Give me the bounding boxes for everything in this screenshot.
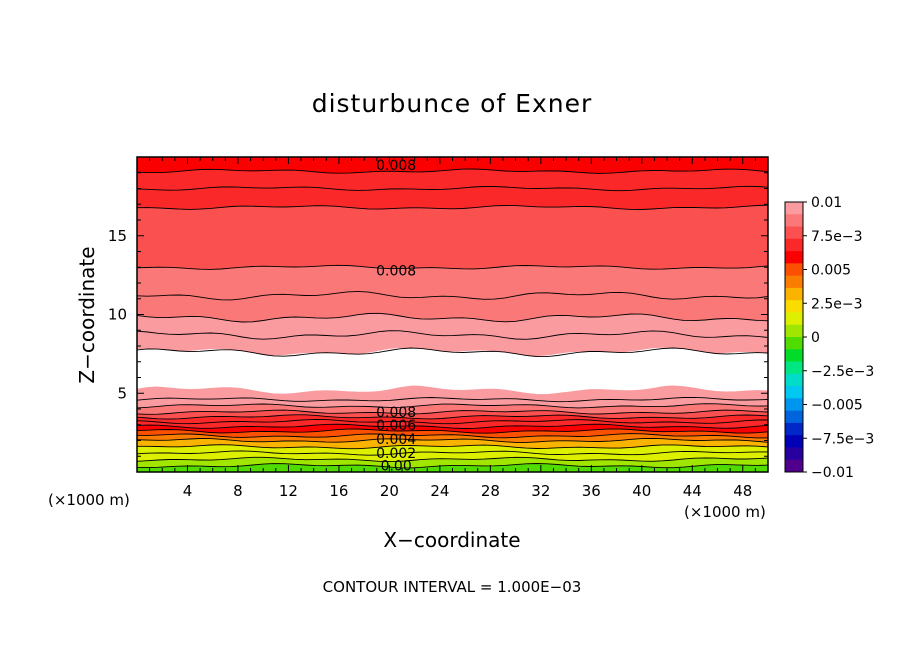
x-axis-label: X−coordinate	[383, 528, 520, 552]
colorbar-swatch	[785, 361, 803, 375]
colorbar-swatch	[785, 251, 803, 264]
contour-band	[137, 204, 768, 270]
contour-band	[137, 264, 768, 301]
contour-fill	[137, 157, 768, 472]
contour-interval-note: CONTOUR INTERVAL = 1.000E−03	[323, 578, 582, 596]
colorbar-swatch	[785, 447, 803, 461]
colorbar-swatch	[785, 226, 803, 240]
contour-line	[137, 409, 768, 415]
y-axis-label: Z−coordinate	[75, 246, 99, 383]
y-tick-label: 10	[108, 306, 127, 324]
contour-line	[137, 456, 768, 463]
colorbar-label: 2.5e−3	[811, 296, 863, 312]
contour-label: 0.002	[376, 446, 416, 462]
contour-label: 0.006	[376, 418, 416, 434]
contour-line	[137, 204, 768, 210]
y-tick-label: 15	[108, 227, 127, 245]
contour-line	[137, 347, 768, 358]
x-tick-label: 24	[430, 482, 449, 500]
colorbar-swatch	[785, 422, 803, 436]
contour-line	[137, 450, 768, 456]
contour-label: 0.008	[376, 405, 416, 421]
colorbar-swatch	[785, 410, 803, 424]
x-tick-label: 20	[380, 482, 399, 500]
colorbar-swatch	[785, 214, 803, 228]
contour-lines	[137, 168, 768, 469]
contour-line	[137, 290, 768, 301]
contour-label: 0.008	[376, 263, 416, 279]
colorbar-swatch	[785, 312, 803, 326]
colorbar-swatch	[785, 459, 803, 473]
contour-line	[137, 463, 768, 469]
x-tick-label: 28	[481, 482, 500, 500]
contour-line	[137, 444, 768, 450]
contour-line	[137, 428, 768, 434]
y-unit-label: (×1000 m)	[48, 491, 130, 509]
x-unit-label: (×1000 m)	[684, 503, 766, 521]
colorbar-label: −0.01	[811, 465, 854, 481]
colorbar-swatch	[785, 300, 803, 313]
colorbar-swatch	[785, 202, 803, 215]
contour-line	[137, 264, 768, 270]
x-tick-label: 16	[329, 482, 348, 500]
colorbar-swatch	[785, 287, 803, 301]
contour-line	[137, 414, 768, 420]
contour-label: 0.004	[376, 432, 416, 448]
x-tick-label: 12	[279, 482, 298, 500]
colorbar-swatch	[785, 435, 803, 448]
colorbar-swatch	[785, 275, 803, 289]
contour-line	[137, 396, 768, 403]
colorbar-swatch	[785, 324, 803, 338]
contour-line	[137, 423, 768, 429]
contour-line	[137, 312, 768, 323]
colorbar-swatch	[785, 398, 803, 412]
colorbar-swatch	[785, 386, 803, 399]
x-tick-label: 4	[183, 482, 193, 500]
contour-band	[137, 185, 768, 210]
x-tick-label: 8	[233, 482, 243, 500]
colorbar-swatch	[785, 238, 803, 252]
chart-title: disturbunce of Exner	[312, 89, 593, 118]
contour-label: 0.008	[376, 158, 416, 174]
colorbar-swatch	[785, 337, 803, 350]
colorbar-label: −2.5e−3	[811, 364, 874, 380]
contour-line	[137, 433, 768, 439]
colorbar-label: 0	[811, 330, 820, 346]
contour-line	[137, 418, 768, 425]
colorbar-label: −0.005	[811, 398, 863, 414]
x-tick-label: 32	[531, 482, 550, 500]
contour-band-above-scale	[137, 347, 768, 393]
y-tick-label: 5	[117, 384, 127, 402]
contour-line	[137, 330, 768, 340]
colorbar-label: −7.5e−3	[811, 431, 874, 447]
contour-label: 0.00	[381, 459, 412, 475]
contour-line	[137, 403, 768, 409]
colorbar: 0.01 7.5e−3 0.005 2.5e−3 0 −2.5e−3 −0.005 −7.5e…	[784, 195, 874, 481]
contour-line	[137, 437, 768, 443]
colorbar-swatch	[785, 349, 803, 363]
x-tick-label: 48	[733, 482, 752, 500]
colorbar-swatch	[785, 263, 803, 277]
colorbar-label: 0.005	[811, 263, 851, 279]
colorbar-swatch	[785, 373, 803, 387]
x-tick-label: 36	[582, 482, 601, 500]
x-tick-label: 40	[632, 482, 651, 500]
x-tick-label: 44	[683, 482, 702, 500]
contour-line	[137, 185, 768, 192]
contour-line	[137, 168, 768, 174]
colorbar-label: 7.5e−3	[811, 229, 863, 245]
colorbar-label: 0.01	[811, 195, 842, 211]
